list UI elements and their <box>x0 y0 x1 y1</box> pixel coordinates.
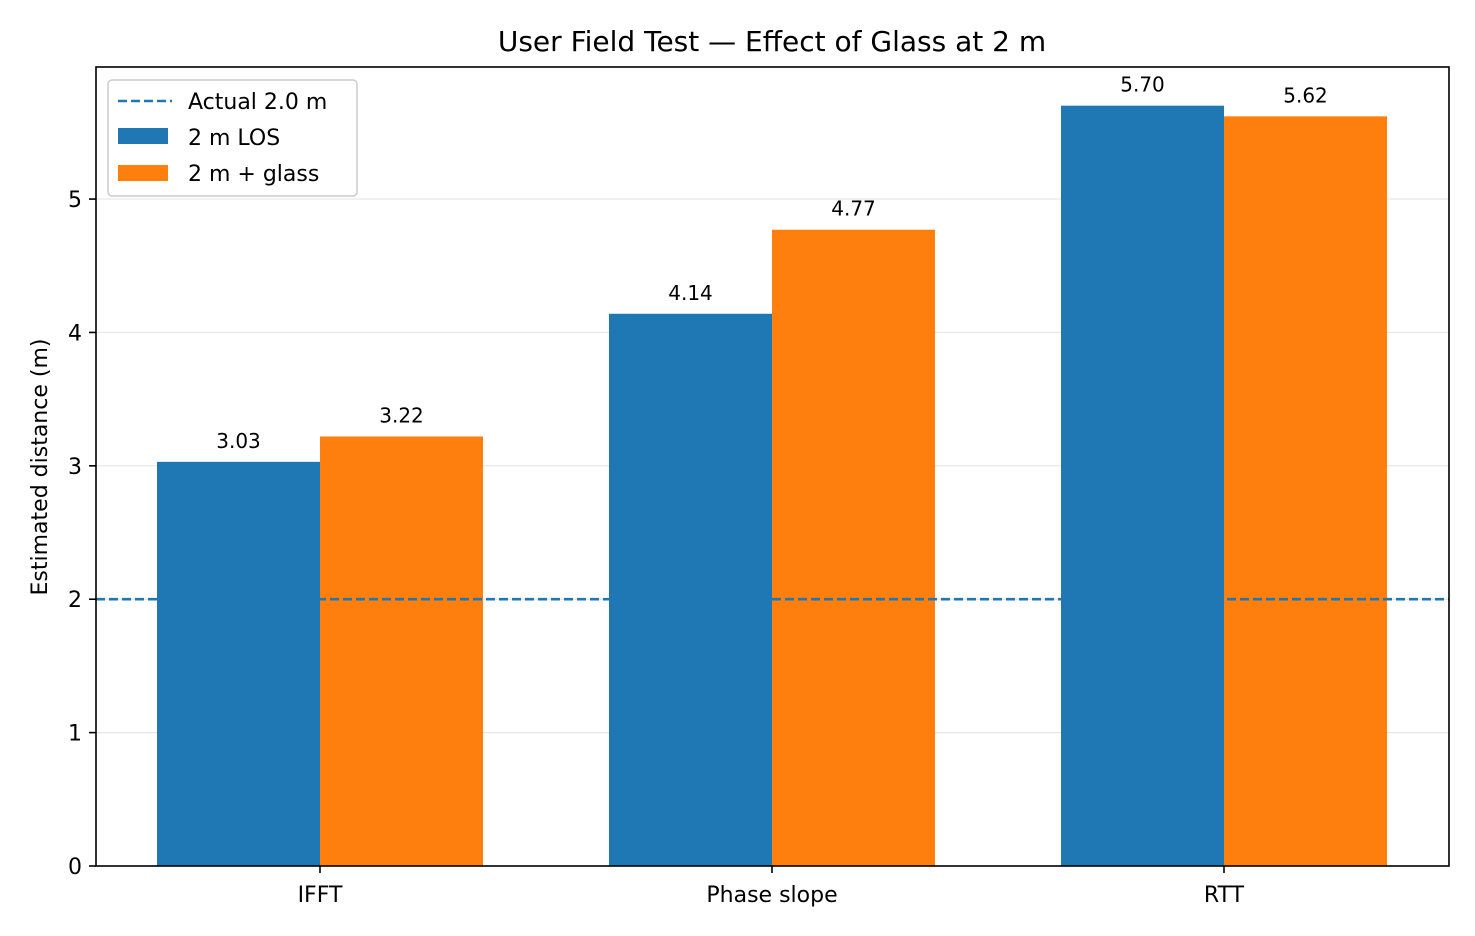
legend: Actual 2.0 m 2 m LOS 2 m + glass <box>107 79 358 197</box>
bar-phase-slope-1 <box>772 229 935 866</box>
y-tick-label: 0 <box>68 855 82 880</box>
y-axis-label: Estimated distance (m) <box>28 339 53 596</box>
data-label: 5.70 <box>1120 73 1165 97</box>
x-tick-label: Phase slope <box>706 883 837 908</box>
data-labels: 3.03 4.14 5.70 3.22 4.77 5.62 <box>216 73 1328 453</box>
bar-rtt-0 <box>1061 105 1224 867</box>
y-axis: 0 1 2 3 4 5 <box>68 188 96 880</box>
legend-label-2m-los: 2 m LOS <box>188 126 280 151</box>
x-tick-label: RTT <box>1204 883 1245 908</box>
legend-label-reference-line: Actual 2.0 m <box>188 90 327 115</box>
bar-ifft-1 <box>320 436 483 866</box>
y-tick-label: 4 <box>68 321 82 346</box>
y-tick-label: 1 <box>68 722 82 747</box>
x-tick-label: IFFT <box>298 883 343 908</box>
x-axis: IFFT Phase slope RTT <box>298 866 1245 908</box>
data-label: 5.62 <box>1283 83 1328 107</box>
legend-swatch-2m-los <box>118 128 168 144</box>
legend-swatch-2m-glass <box>118 165 168 181</box>
chart-title: User Field Test — Effect of Glass at 2 m <box>498 25 1046 58</box>
data-label: 4.14 <box>668 281 713 305</box>
legend-frame <box>107 79 358 197</box>
bars <box>157 105 1387 867</box>
y-tick-label: 2 <box>68 588 82 613</box>
legend-label-2m-glass: 2 m + glass <box>188 162 319 187</box>
bar-ifft-0 <box>157 461 320 866</box>
bar-rtt-1 <box>1224 116 1387 866</box>
data-label: 3.03 <box>216 429 261 453</box>
y-tick-label: 3 <box>68 455 82 480</box>
y-tick-label: 5 <box>68 188 82 213</box>
data-label: 4.77 <box>831 197 876 221</box>
bar-phase-slope-0 <box>609 313 772 866</box>
data-label: 3.22 <box>379 403 424 427</box>
